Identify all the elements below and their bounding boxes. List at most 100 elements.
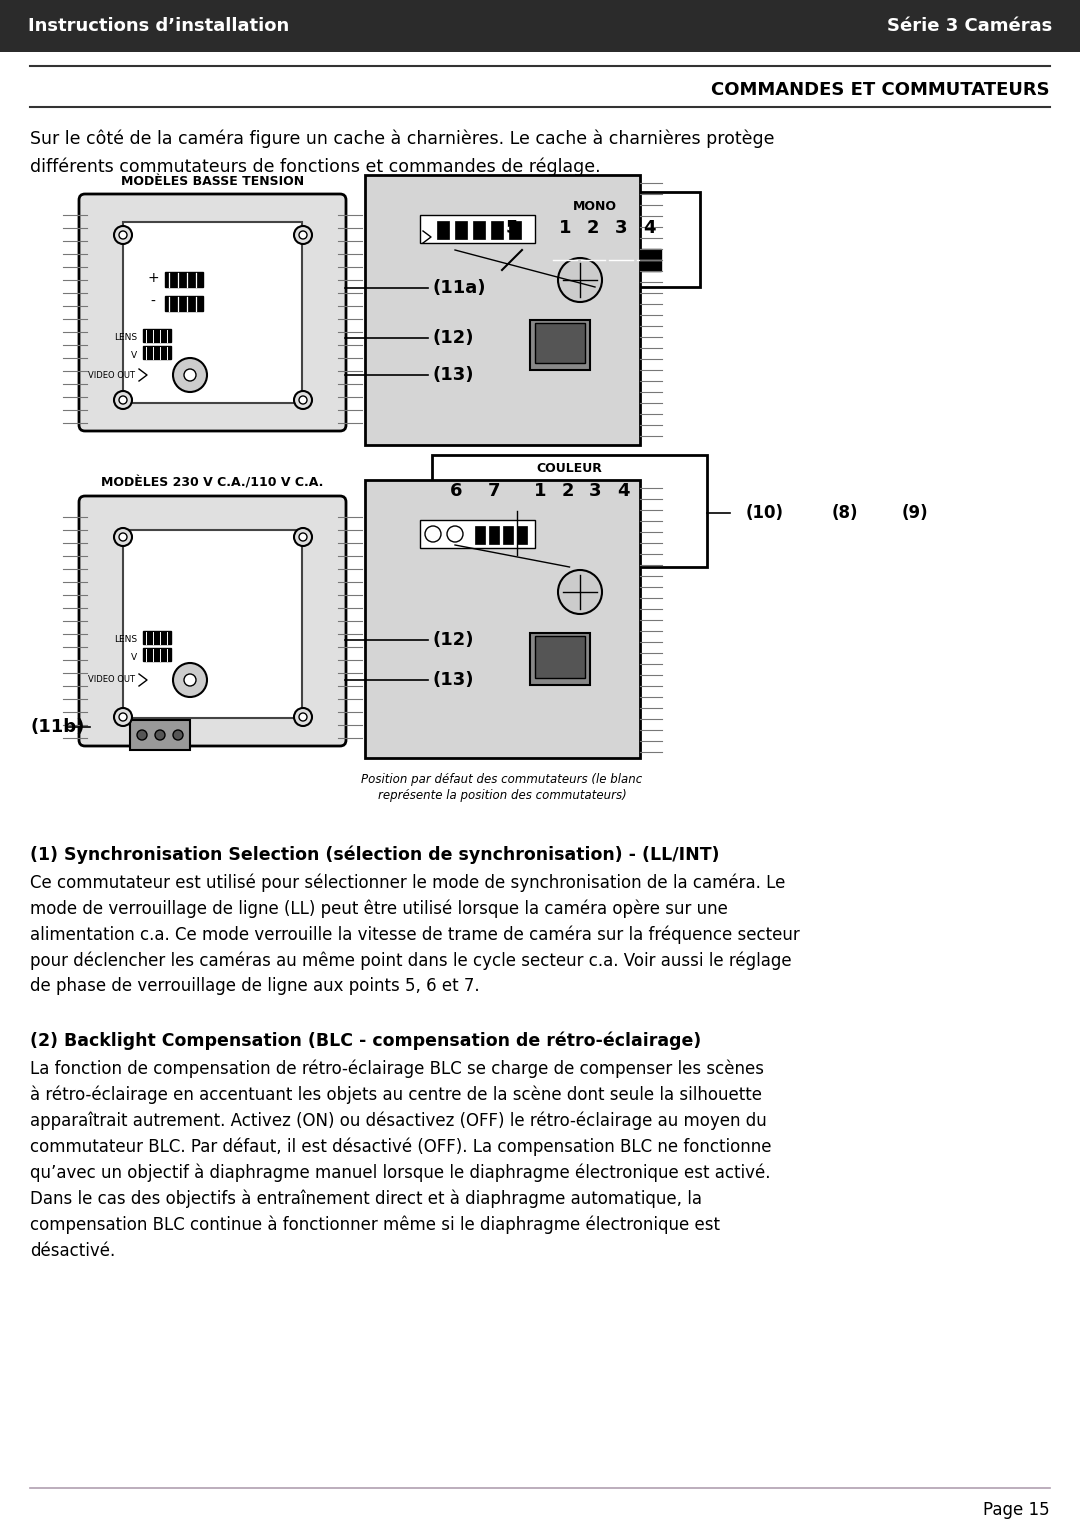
Bar (165, 297, 203, 310)
Circle shape (156, 729, 165, 740)
Circle shape (119, 713, 127, 722)
Text: 2: 2 (562, 482, 575, 500)
Text: qu’avec un objectif à diaphragme manuel lorsque le diaphragme électronique est a: qu’avec un objectif à diaphragme manuel … (30, 1164, 770, 1182)
Text: (13): (13) (432, 671, 473, 690)
Bar (491, 222, 503, 239)
Text: désactivé.: désactivé. (30, 1242, 116, 1260)
Bar (123, 222, 302, 404)
Bar (530, 320, 590, 370)
Bar (437, 222, 449, 239)
Text: 4: 4 (643, 219, 656, 237)
Bar (637, 249, 661, 271)
Circle shape (119, 534, 127, 541)
Text: LENS: LENS (113, 636, 137, 645)
Text: 1: 1 (558, 219, 571, 237)
Bar (527, 514, 553, 538)
Text: différents commutateurs de fonctions et commandes de réglage.: différents commutateurs de fonctions et … (30, 157, 600, 176)
Circle shape (184, 674, 195, 687)
Bar (489, 526, 499, 544)
Text: Page 15: Page 15 (984, 1501, 1050, 1518)
Circle shape (558, 570, 602, 615)
Bar (143, 648, 171, 661)
Circle shape (294, 391, 312, 408)
Bar (0, 0, 1080, 52)
Circle shape (299, 713, 307, 722)
Text: +: + (147, 271, 159, 284)
Text: représente la position des commutateurs): représente la position des commutateurs) (378, 789, 626, 803)
Text: de phase de verrouillage de ligne aux points 5, 6 et 7.: de phase de verrouillage de ligne aux po… (30, 977, 480, 995)
Text: (11b): (11b) (30, 719, 84, 735)
FancyBboxPatch shape (79, 194, 346, 431)
Bar (432, 456, 707, 567)
Bar (123, 531, 302, 719)
Bar (143, 346, 171, 359)
Text: Dans le cas des objectifs à entraînement direct et à diaphragme automatique, la: Dans le cas des objectifs à entraînement… (30, 1190, 702, 1208)
Circle shape (173, 664, 207, 697)
Circle shape (114, 391, 132, 408)
Circle shape (173, 358, 207, 391)
Circle shape (294, 708, 312, 726)
Circle shape (184, 368, 195, 381)
Bar (530, 633, 590, 685)
Text: COULEUR: COULEUR (537, 462, 603, 476)
Circle shape (299, 396, 307, 404)
Text: MODÈLES BASSE TENSION: MODÈLES BASSE TENSION (121, 174, 305, 188)
Bar (535, 636, 585, 677)
Text: 4: 4 (617, 482, 630, 500)
Bar (143, 631, 171, 644)
Text: apparaîtrait autrement. Activez (ON) ou désactivez (OFF) le rétro-éclairage au m: apparaîtrait autrement. Activez (ON) ou … (30, 1112, 767, 1130)
Text: V: V (131, 653, 137, 662)
Text: Sur le côté de la caméra figure un cache à charnières. Le cache à charnières pro: Sur le côté de la caméra figure un cache… (30, 130, 774, 148)
Bar (503, 526, 513, 544)
Circle shape (173, 729, 183, 740)
Text: (11a): (11a) (432, 278, 486, 297)
Text: (9): (9) (902, 505, 929, 521)
Text: pour déclencher les caméras au même point dans le cycle secteur c.a. Voir aussi : pour déclencher les caméras au même poin… (30, 951, 792, 969)
Bar (475, 526, 485, 544)
Bar (535, 323, 585, 362)
Circle shape (440, 515, 472, 547)
Circle shape (294, 226, 312, 245)
Bar (473, 222, 485, 239)
Bar (165, 272, 203, 287)
Text: MONO: MONO (573, 199, 617, 213)
Text: 3: 3 (615, 219, 627, 237)
Text: LENS: LENS (113, 333, 137, 342)
Text: COMMANDES ET COMMUTATEURS: COMMANDES ET COMMUTATEURS (712, 81, 1050, 99)
Circle shape (119, 231, 127, 239)
Text: mode de verrouillage de ligne (LL) peut être utilisé lorsque la caméra opère sur: mode de verrouillage de ligne (LL) peut … (30, 899, 728, 917)
Text: MODÈLES 230 V C.A./110 V C.A.: MODÈLES 230 V C.A./110 V C.A. (102, 477, 324, 489)
Bar (582, 514, 608, 538)
Bar (455, 222, 467, 239)
Text: Position par défaut des commutateurs (le blanc: Position par défaut des commutateurs (le… (362, 774, 643, 786)
Circle shape (447, 526, 463, 541)
Text: (2) Backlight Compensation (BLC - compensation de rétro-éclairage): (2) Backlight Compensation (BLC - compen… (30, 1032, 701, 1050)
Bar (509, 222, 521, 239)
Text: VIDEO OUT: VIDEO OUT (87, 676, 135, 685)
Text: Instructions d’installation: Instructions d’installation (28, 17, 289, 35)
Bar (553, 249, 577, 271)
Text: (1) Synchronisation Selection (sélection de synchronisation) - (LL/INT): (1) Synchronisation Selection (sélection… (30, 846, 719, 864)
Text: alimentation c.a. Ce mode verrouille la vitesse de trame de caméra sur la fréque: alimentation c.a. Ce mode verrouille la … (30, 925, 800, 943)
Bar (490, 193, 700, 287)
Text: (12): (12) (432, 329, 473, 347)
Text: Série 3 Caméras: Série 3 Caméras (887, 17, 1052, 35)
Bar (420, 520, 535, 547)
Text: 5: 5 (505, 219, 518, 237)
Text: Ce commutateur est utilisé pour sélectionner le mode de synchronisation de la ca: Ce commutateur est utilisé pour sélectio… (30, 873, 785, 891)
Circle shape (478, 515, 510, 547)
Text: (8): (8) (832, 505, 859, 521)
Circle shape (137, 729, 147, 740)
Text: -: - (150, 295, 156, 309)
Circle shape (426, 526, 441, 541)
Bar (610, 514, 636, 538)
Bar (581, 249, 605, 271)
Bar (555, 514, 581, 538)
Bar (130, 720, 190, 751)
Circle shape (558, 258, 602, 303)
Circle shape (114, 226, 132, 245)
Circle shape (114, 528, 132, 546)
FancyBboxPatch shape (79, 495, 346, 746)
Text: V: V (131, 350, 137, 359)
Text: VIDEO OUT: VIDEO OUT (87, 370, 135, 379)
